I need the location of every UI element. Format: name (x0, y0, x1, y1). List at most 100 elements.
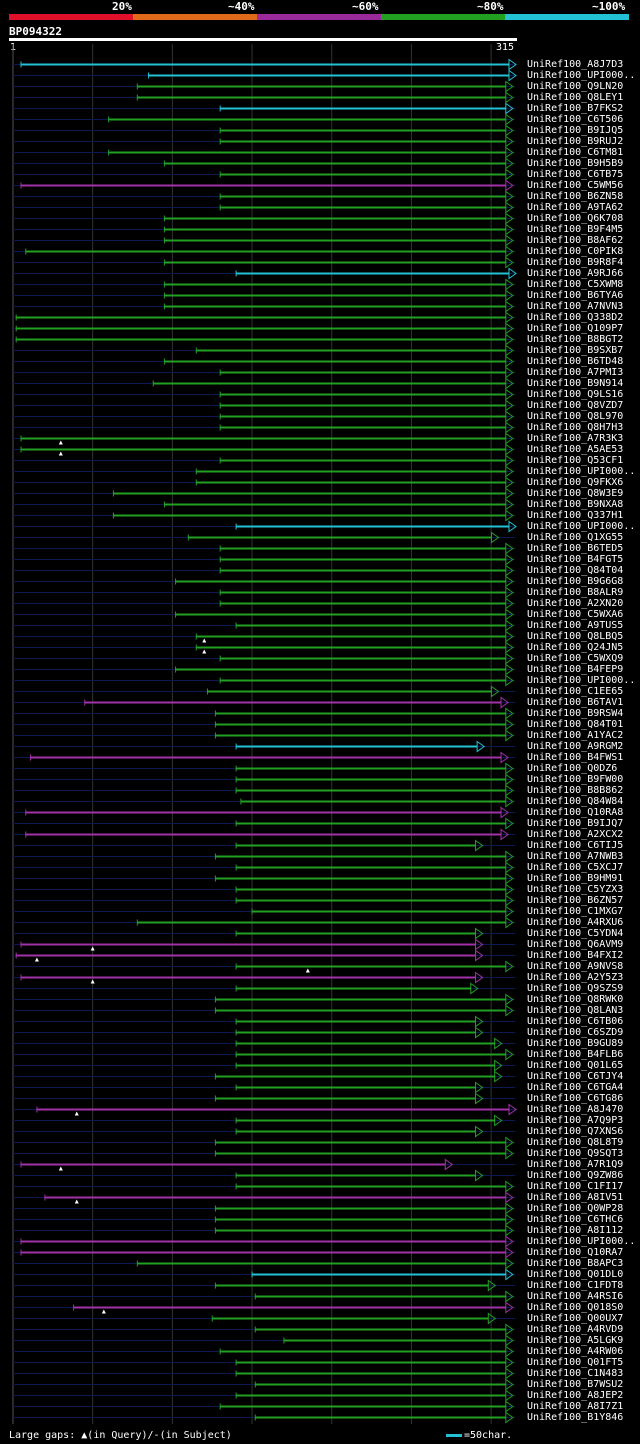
hit-label[interactable]: UniRef100_C1N483 (527, 1368, 624, 1379)
hit-label[interactable]: UniRef100_B9G6G8 (527, 576, 624, 587)
hit-label[interactable]: UniRef100_A9RJ66 (527, 268, 624, 279)
hit-label[interactable]: UniRef100_B9NXA8 (527, 499, 624, 510)
hit-label[interactable]: UniRef100_B8ALR9 (527, 587, 624, 598)
hit-label[interactable]: UniRef100_C6TJY4 (527, 1071, 624, 1082)
hit-label[interactable]: UniRef100_Q6K708 (527, 213, 624, 224)
hit-label[interactable]: UniRef100_Q24JN5 (527, 642, 624, 653)
hit-label[interactable]: UniRef100_B9IJQ5 (527, 125, 624, 136)
hit-label[interactable]: UniRef100_C1EE65 (527, 686, 624, 697)
hit-label[interactable]: UniRef100_A1YAC2 (527, 730, 624, 741)
hit-label[interactable]: UniRef100_UPI000.. (527, 675, 636, 686)
hit-label[interactable]: UniRef100_C5WXQ9 (527, 653, 624, 664)
hit-label[interactable]: UniRef100_Q8H7H3 (527, 422, 624, 433)
hit-label[interactable]: UniRef100_C5WXA6 (527, 609, 624, 620)
hit-label[interactable]: UniRef100_Q53CF1 (527, 455, 624, 466)
hit-label[interactable]: UniRef100_B6ZN58 (527, 191, 624, 202)
hit-label[interactable]: UniRef100_B6TED5 (527, 543, 624, 554)
hit-label[interactable]: UniRef100_Q8LBQ5 (527, 631, 624, 642)
hit-label[interactable]: UniRef100_Q8LEY1 (527, 92, 624, 103)
hit-label[interactable]: UniRef100_Q8W3E9 (527, 488, 624, 499)
hit-label[interactable]: UniRef100_Q337H1 (527, 510, 624, 521)
hit-label[interactable]: UniRef100_B9GU89 (527, 1038, 624, 1049)
hit-label[interactable]: UniRef100_C0PIK8 (527, 246, 624, 257)
hit-label[interactable]: UniRef100_A7PMI3 (527, 367, 624, 378)
hit-label[interactable]: UniRef100_Q8RWK0 (527, 994, 624, 1005)
hit-label[interactable]: UniRef100_Q1XG55 (527, 532, 624, 543)
hit-label[interactable]: UniRef100_C1FDT8 (527, 1280, 624, 1291)
hit-label[interactable]: UniRef100_Q9SQT3 (527, 1148, 624, 1159)
hit-label[interactable]: UniRef100_B9RSW4 (527, 708, 624, 719)
hit-label[interactable]: UniRef100_Q9LN20 (527, 81, 624, 92)
hit-label[interactable]: UniRef100_C6TGA4 (527, 1082, 624, 1093)
hit-label[interactable]: UniRef100_B8B862 (527, 785, 624, 796)
hit-label[interactable]: UniRef100_C6THC6 (527, 1214, 624, 1225)
hit-label[interactable]: UniRef100_Q8L970 (527, 411, 624, 422)
hit-label[interactable]: UniRef100_Q9SZS9 (527, 983, 624, 994)
hit-label[interactable]: UniRef100_C6TG86 (527, 1093, 624, 1104)
hit-label[interactable]: UniRef100_UPI000.. (527, 70, 636, 81)
hit-label[interactable]: UniRef100_A9TUS5 (527, 620, 624, 631)
hit-label[interactable]: UniRef100_B4FLB6 (527, 1049, 624, 1060)
hit-label[interactable]: UniRef100_Q7XNS6 (527, 1126, 624, 1137)
hit-label[interactable]: UniRef100_Q01L65 (527, 1060, 624, 1071)
hit-label[interactable]: UniRef100_A4RXU6 (527, 917, 624, 928)
hit-label[interactable]: UniRef100_C5YZX3 (527, 884, 624, 895)
hit-label[interactable]: UniRef100_B6ZN57 (527, 895, 624, 906)
hit-label[interactable]: UniRef100_A7NVN3 (527, 301, 624, 312)
hit-label[interactable]: UniRef100_A4RVD9 (527, 1324, 624, 1335)
hit-label[interactable]: UniRef100_B9HM91 (527, 873, 624, 884)
hit-label[interactable]: UniRef100_A5AE53 (527, 444, 624, 455)
hit-label[interactable]: UniRef100_A2XCX2 (527, 829, 624, 840)
hit-label[interactable]: UniRef100_B6TAV1 (527, 697, 624, 708)
hit-label[interactable]: UniRef100_B6TYA6 (527, 290, 624, 301)
hit-label[interactable]: UniRef100_B7FKS2 (527, 103, 624, 114)
hit-label[interactable]: UniRef100_A8I7Z1 (527, 1401, 624, 1412)
hit-label[interactable]: UniRef100_C6SZD9 (527, 1027, 624, 1038)
hit-label[interactable]: UniRef100_C6T506 (527, 114, 624, 125)
hit-label[interactable]: UniRef100_Q018S0 (527, 1302, 624, 1313)
hit-label[interactable]: UniRef100_B8AF62 (527, 235, 624, 246)
hit-label[interactable]: UniRef100_B4FGT5 (527, 554, 624, 565)
hit-label[interactable]: UniRef100_A9RGM2 (527, 741, 624, 752)
hit-label[interactable]: UniRef100_A2XN20 (527, 598, 624, 609)
hit-label[interactable]: UniRef100_C6TIJ5 (527, 840, 624, 851)
hit-label[interactable]: UniRef100_UPI000.. (527, 1236, 636, 1247)
hit-label[interactable]: UniRef100_B9R8F4 (527, 257, 624, 268)
hit-label[interactable]: UniRef100_Q338D2 (527, 312, 624, 323)
hit-label[interactable]: UniRef100_B7WSU2 (527, 1379, 624, 1390)
hit-label[interactable]: UniRef100_Q10RA7 (527, 1247, 624, 1258)
hit-label[interactable]: UniRef100_B9RUJ2 (527, 136, 624, 147)
hit-label[interactable]: UniRef100_A5LGK9 (527, 1335, 624, 1346)
hit-label[interactable]: UniRef100_B9F4M5 (527, 224, 624, 235)
hit-label[interactable]: UniRef100_C5WM56 (527, 180, 624, 191)
hit-label[interactable]: UniRef100_Q8L8T9 (527, 1137, 624, 1148)
hit-label[interactable]: UniRef100_B9FW00 (527, 774, 624, 785)
hit-label[interactable]: UniRef100_Q9LS16 (527, 389, 624, 400)
hit-label[interactable]: UniRef100_C5YDN4 (527, 928, 624, 939)
hit-label[interactable]: UniRef100_B9H5B9 (527, 158, 624, 169)
hit-label[interactable]: UniRef100_Q84W84 (527, 796, 624, 807)
hit-label[interactable]: UniRef100_Q84T04 (527, 565, 624, 576)
hit-label[interactable]: UniRef100_A8J470 (527, 1104, 624, 1115)
hit-label[interactable]: UniRef100_Q8LAN3 (527, 1005, 624, 1016)
hit-label[interactable]: UniRef100_A8I112 (527, 1225, 624, 1236)
hit-label[interactable]: UniRef100_C6TM81 (527, 147, 624, 158)
hit-label[interactable]: UniRef100_A2Y5Z3 (527, 972, 624, 983)
hit-label[interactable]: UniRef100_B1Y846 (527, 1412, 624, 1423)
hit-label[interactable]: UniRef100_Q84T01 (527, 719, 624, 730)
hit-label[interactable]: UniRef100_A8IV51 (527, 1192, 624, 1203)
hit-label[interactable]: UniRef100_B9IJQ7 (527, 818, 624, 829)
hit-label[interactable]: UniRef100_Q8VZD7 (527, 400, 624, 411)
hit-label[interactable]: UniRef100_C6TB75 (527, 169, 624, 180)
hit-label[interactable]: UniRef100_Q109P7 (527, 323, 624, 334)
hit-label[interactable]: UniRef100_Q0WP28 (527, 1203, 624, 1214)
hit-label[interactable]: UniRef100_C6TB06 (527, 1016, 624, 1027)
hit-label[interactable]: UniRef100_A8JEP2 (527, 1390, 624, 1401)
hit-label[interactable]: UniRef100_C1FI17 (527, 1181, 624, 1192)
hit-label[interactable]: UniRef100_A7Q9P3 (527, 1115, 624, 1126)
hit-label[interactable]: UniRef100_A7NWB3 (527, 851, 624, 862)
hit-label[interactable]: UniRef100_Q6AVM9 (527, 939, 624, 950)
hit-label[interactable]: UniRef100_UPI000.. (527, 466, 636, 477)
hit-label[interactable]: UniRef100_A7R1Q9 (527, 1159, 624, 1170)
hit-label[interactable]: UniRef100_A9NVS8 (527, 961, 624, 972)
